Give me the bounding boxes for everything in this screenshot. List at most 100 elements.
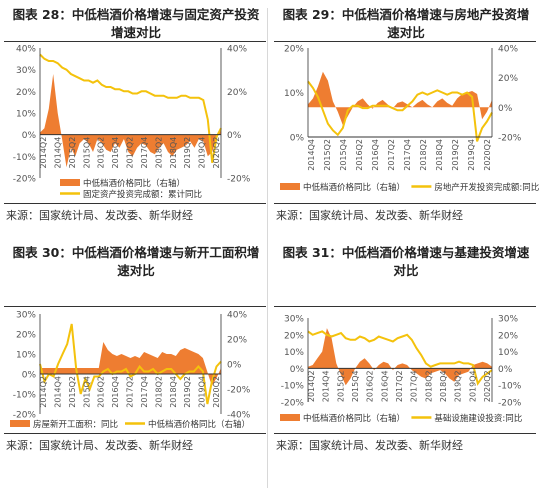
x-tick-label: 2017Q4 <box>410 370 419 402</box>
x-tick-label: 2019Q4 <box>468 370 477 402</box>
chart-title-text: 中低档酒价格增速与新开工面积增速对比 <box>71 245 260 278</box>
source-rule <box>274 203 536 204</box>
y-tick-right: 20% <box>227 88 247 98</box>
x-tick-label: 2018Q4 <box>435 139 444 171</box>
x-tick-label: 2018Q2 <box>424 370 433 402</box>
legend-item: 中低档酒价格同比（右轴） <box>280 413 405 424</box>
x-tick-label: 2018Q4 <box>169 376 178 408</box>
legend-item: 中低档酒价格同比（右轴） <box>125 419 250 430</box>
legend-label: 房地产开发投资完成额:同比 <box>434 182 539 193</box>
y-tick-right: 0% <box>227 361 242 371</box>
x-tick-label: 2017Q2 <box>125 137 134 169</box>
x-tick-label: 2016Q4 <box>111 137 120 169</box>
source-rule <box>4 433 266 434</box>
x-tick-label: 2019Q4 <box>198 376 207 408</box>
chart-number: 图表 28： <box>12 7 72 22</box>
y-tick-left: 10% <box>16 351 36 361</box>
y-tick-right: 20% <box>498 331 518 341</box>
y-tick-left: -10% <box>281 382 305 392</box>
source-rule <box>274 433 536 434</box>
y-tick-right: -20% <box>498 399 522 409</box>
x-tick-label: 2019Q2 <box>183 137 192 169</box>
series-line <box>39 53 222 163</box>
y-tick-left: 20% <box>284 45 304 55</box>
chart-title-text: 中低档酒价格增速与基建投资增速对比 <box>341 245 530 278</box>
chart-svg: 30%20%10%0%-10%-20%30%20%10%0%-10%-20%20… <box>280 315 522 424</box>
x-tick-label: 2020Q2 <box>212 137 221 169</box>
y-tick-right: 30% <box>498 315 518 325</box>
y-tick-right: 0% <box>227 131 242 141</box>
x-tick-label: 2019Q4 <box>198 137 207 169</box>
x-tick-label: 2017Q2 <box>395 370 404 402</box>
source-note: 来源：国家统计局、发改委、新华财经 <box>6 209 193 222</box>
legend-label: 中低档酒价格同比（右轴） <box>148 419 250 430</box>
x-tick-label: 2015Q4 <box>82 137 91 169</box>
x-tick-label: 2015Q4 <box>82 376 91 408</box>
legend-item: 房屋新开工面积：同比 <box>10 419 118 430</box>
source-note: 来源：国家统计局、发改委、新华财经 <box>6 439 193 452</box>
x-tick-label: 2019Q4 <box>467 139 476 171</box>
x-tick-label: 2014Q2 <box>39 137 48 169</box>
y-tick-right: -10% <box>498 382 522 392</box>
y-tick-left: -20% <box>281 399 305 409</box>
x-tick-label: 2015Q2 <box>68 376 77 408</box>
x-tick-label: 2016Q4 <box>111 376 120 408</box>
series-area <box>308 328 492 386</box>
chart-title: 图表 29：中低档酒价格增速与房地产投资增速对比 <box>278 6 534 42</box>
panel-divider <box>267 8 268 488</box>
x-tick-label: 2014Q4 <box>307 139 316 171</box>
y-tick-left: 0% <box>290 134 305 144</box>
y-tick-left: 40% <box>16 45 36 55</box>
y-tick-right: 40% <box>498 45 518 55</box>
chart-number: 图表 29： <box>282 7 342 22</box>
y-tick-right: 20% <box>227 336 247 346</box>
y-tick-right: 20% <box>498 74 518 84</box>
source-rule <box>4 203 266 204</box>
source-note: 来源：国家统计局、发改委、新华财经 <box>276 209 463 222</box>
legend-swatch-area <box>280 183 300 190</box>
chart-svg: 40%30%20%10%0%-10%-20%40%20%0%-20%2014Q2… <box>13 45 251 201</box>
chart-title-text: 中低档酒价格增速与固定资产投资增速对比 <box>71 7 260 40</box>
legend-item: 房地产开发投资完成额:同比 <box>411 182 539 193</box>
x-tick-label: 2018Q4 <box>439 370 448 402</box>
x-tick-label: 2014Q4 <box>53 376 62 408</box>
y-tick-right: -20% <box>227 175 251 185</box>
y-tick-left: 30% <box>16 311 36 321</box>
x-tick-label: 2016Q4 <box>380 370 389 402</box>
x-tick-label: 2017Q4 <box>140 137 149 169</box>
chart-title: 图表 28：中低档酒价格增速与固定资产投资增速对比 <box>8 6 264 42</box>
y-tick-left: 10% <box>284 348 304 358</box>
legend-swatch-area <box>60 179 80 186</box>
x-tick-label: 2014Q4 <box>322 370 331 402</box>
series-area <box>308 71 492 126</box>
legend-label: 中低档酒价格同比（右轴） <box>83 178 185 189</box>
y-tick-right: 40% <box>227 311 247 321</box>
x-tick-label: 2015Q4 <box>351 370 360 402</box>
x-tick-label: 2020Q2 <box>483 139 492 171</box>
legend-item: 基础设施建设投资:同比 <box>411 413 522 424</box>
legend-label: 房屋新开工面积：同比 <box>33 419 118 430</box>
chart-title: 图表 31：中低档酒价格增速与基建投资增速对比 <box>278 244 534 280</box>
series-line <box>307 80 493 142</box>
y-tick-right: -40% <box>227 411 251 421</box>
x-tick-label: 2016Q2 <box>97 376 106 408</box>
y-tick-right: 0% <box>498 104 513 114</box>
legend-item: 中低档酒价格同比（右轴） <box>280 182 405 193</box>
x-tick-label: 2014Q4 <box>53 137 62 169</box>
y-tick-right: -20% <box>227 386 251 396</box>
legend-item: 固定资产投资完成额：累计同比 <box>60 189 202 200</box>
legend-label: 中低档酒价格同比（右轴） <box>303 413 405 424</box>
y-tick-right: 40% <box>227 45 247 55</box>
y-tick-right: -20% <box>498 134 522 144</box>
chart-svg: 30% 20% 10% 0% -10% -20% 40% 20% 0% -20% -40% 2014Q… <box>10 311 251 430</box>
legend-item: 中低档酒价格同比（右轴） <box>60 178 185 189</box>
x-tick-label: 2018Q2 <box>154 137 163 169</box>
y-tick-left: 10% <box>16 110 36 120</box>
title-rule <box>4 41 266 42</box>
y-tick-right: 0% <box>498 365 513 375</box>
title-rule <box>274 306 536 307</box>
x-tick-label: 2017Q4 <box>403 139 412 171</box>
x-tick-label: 2016Q2 <box>97 137 106 169</box>
chart-svg: 20% 10% 0% 40% 20% 0% -20% 2014Q4 2015Q2 2015Q4 20… <box>280 45 539 193</box>
legend-label: 固定资产投资完成额：累计同比 <box>83 189 202 200</box>
